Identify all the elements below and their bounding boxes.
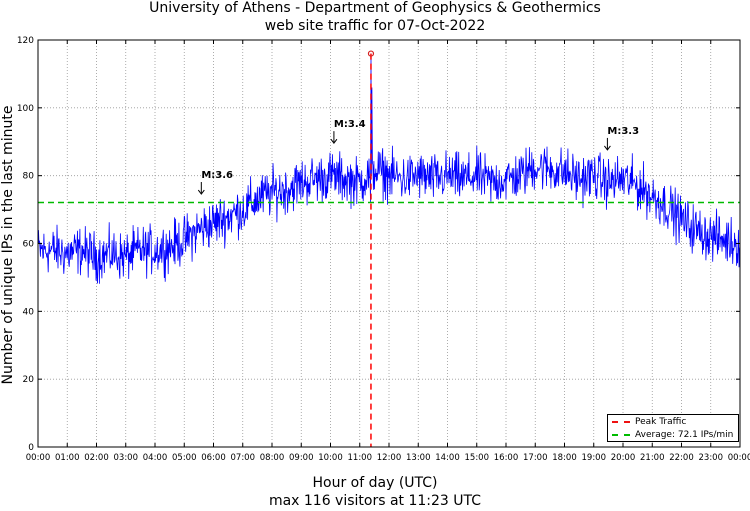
x-tick-label: 10:00 [318,453,343,463]
chart-footer: max 116 visitors at 11:23 UTC [268,493,482,509]
annotation-arrow-head [330,138,338,144]
y-tick-label: 100 [17,104,34,114]
y-tick-label: 120 [17,36,34,46]
x-tick-label: 22:00 [669,453,694,463]
x-tick-label: 23:00 [699,453,724,463]
annotation-label: M:3.4 [334,119,366,130]
x-tick-label: 16:00 [494,453,519,463]
x-tick-label: 07:00 [231,453,256,463]
annotation-arrow-head [604,145,611,151]
x-tick-label: 19:00 [582,453,607,463]
x-tick-label: 09:00 [289,453,314,463]
legend-entry-average: Average: 72.1 IPs/min [612,429,733,441]
y-tick-label: 20 [23,375,35,385]
x-tick-label: 02:00 [84,453,109,463]
x-tick-label: 00:00 [728,453,750,463]
annotation-arrow-head [197,189,205,195]
legend-entry-peak: Peak Traffic [612,416,686,428]
traffic-series-line [37,53,741,284]
x-tick-label: 11:00 [348,453,373,463]
legend-label-average: Average: 72.1 IPs/min [635,430,734,440]
x-tick-label: 18:00 [552,453,577,463]
x-tick-label: 14:00 [435,453,460,463]
x-tick-label: 15:00 [465,453,490,463]
y-tick-label: 40 [23,307,35,317]
x-tick-label: 04:00 [143,453,168,463]
x-tick-label: 06:00 [201,453,226,463]
y-axis-label: Number of unique IPs in the last minute [0,105,16,385]
x-tick-label: 01:00 [55,453,80,463]
x-tick-label: 17:00 [523,453,548,463]
x-tick-label: 20:00 [611,453,636,463]
chart-legend: Peak Traffic Average: 72.1 IPs/min [607,414,739,442]
peak-marker [367,50,375,57]
x-tick-label: 03:00 [114,453,139,463]
annotation-label: M:3.6 [201,170,233,181]
legend-swatch-average [612,433,630,436]
legend-label-peak: Peak Traffic [635,417,687,427]
x-tick-label: 12:00 [377,453,402,463]
x-tick-label: 00:00 [26,453,51,463]
chart-title: University of Athens - Department of Geo… [149,0,601,16]
x-tick-label: 13:00 [406,453,431,463]
x-tick-label: 05:00 [172,453,197,463]
y-tick-label: 80 [23,172,35,182]
y-tick-label: 0 [28,443,34,453]
x-axis-label: Hour of day (UTC) [312,475,438,491]
legend-swatch-peak [612,420,630,423]
annotation-label: M:3.3 [607,126,639,137]
x-tick-label: 08:00 [260,453,285,463]
y-tick-label: 60 [23,240,35,250]
x-tick-label: 21:00 [640,453,665,463]
chart-subtitle: web site traffic for 07-Oct-2022 [264,18,486,34]
